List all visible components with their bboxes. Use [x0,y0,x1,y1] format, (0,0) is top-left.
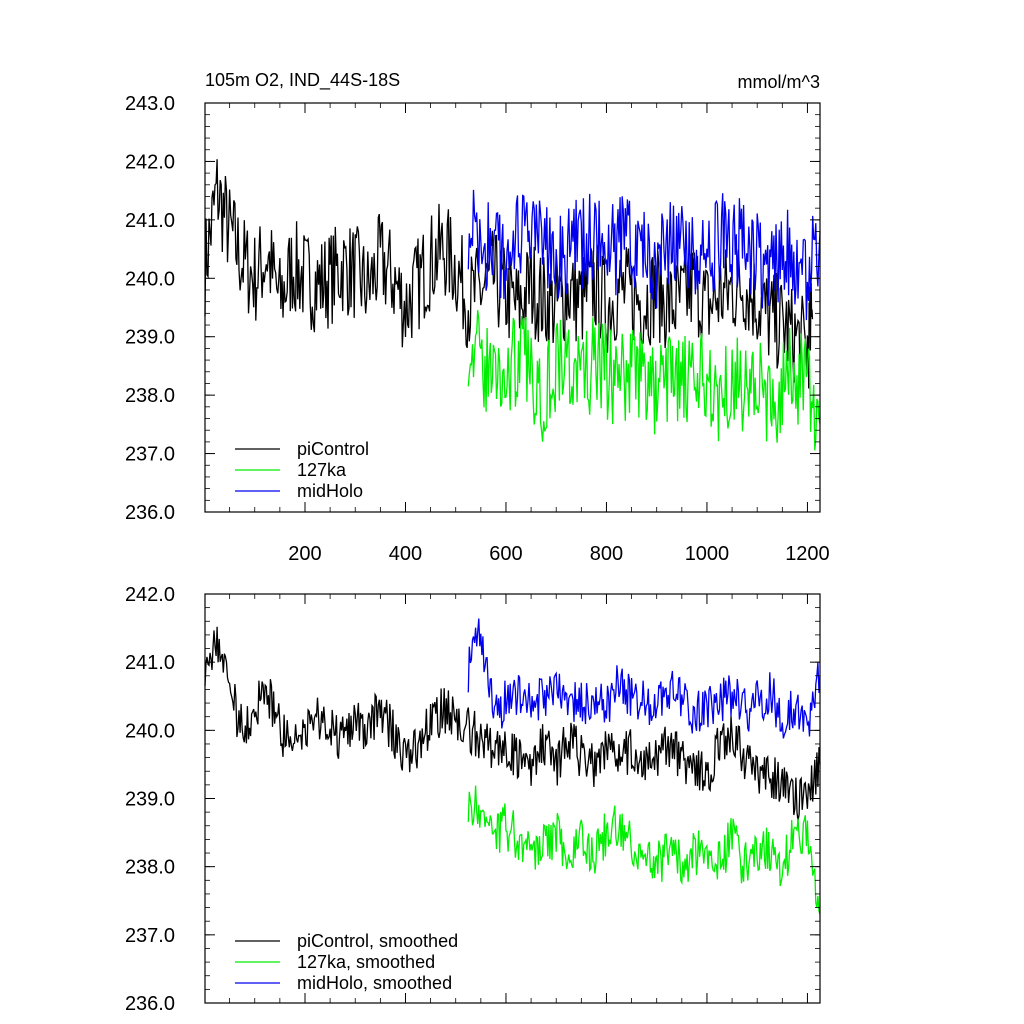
top-y-tick-label: 242.0 [125,151,175,173]
top-legend-label: piControl [297,439,369,459]
top-x-tick-label: 200 [288,543,321,565]
bottom-chart-panel: 236.0 237.0 238.0 239.0 240.0 241.0 242.0 piCo… [125,584,821,1015]
top-legend-label: midHolo [297,481,363,501]
top-series-line-picontrol [204,159,814,389]
top-series-line-127ka [467,310,821,451]
top-chart-panel: 105m O2, IND_44S-18S mmol/m^3 236.0 237.0… [125,70,830,565]
top-y-tick-label: 243.0 [125,93,175,115]
top-series-line-midholo [467,189,821,321]
bottom-series-group [204,618,821,915]
top-plot-frame [204,102,821,513]
top-axis-ticks: 236.0 237.0 238.0 239.0 240.0 241.0 242.0 243.0… [125,93,830,565]
top-series-group [204,159,821,451]
bottom-y-tick-label: 241.0 [125,652,175,674]
top-x-tick-label: 400 [389,543,422,565]
top-legend-label: 127ka [297,460,347,480]
bottom-axis-ticks: 236.0 237.0 238.0 239.0 240.0 241.0 242.0 [125,584,820,1015]
top-y-tick-label: 240.0 [125,268,175,290]
bottom-legend-label: 127ka, smoothed [297,952,435,972]
top-x-tick-label: 1200 [785,543,830,565]
bottom-y-tick-label: 242.0 [125,584,175,606]
bottom-legend-label: piControl, smoothed [297,931,458,951]
top-y-tick-label: 236.0 [125,502,175,524]
bottom-series-line-midholo-smoothed [467,618,821,739]
bottom-y-tick-label: 237.0 [125,925,175,947]
bottom-y-tick-label: 236.0 [125,993,175,1015]
bottom-y-tick-label: 238.0 [125,857,175,879]
top-y-tick-label: 238.0 [125,385,175,407]
top-y-tick-label: 241.0 [125,210,175,232]
bottom-series-line-127ka-smoothed [467,785,821,915]
top-y-tick-label: 237.0 [125,444,175,466]
top-x-tick-label: 1000 [685,543,730,565]
bottom-y-tick-label: 239.0 [125,789,175,811]
top-chart-title: 105m O2, IND_44S-18S [205,70,400,91]
top-chart-units: mmol/m^3 [738,72,820,92]
top-x-tick-label: 800 [590,543,623,565]
bottom-series-line-picontrol-smoothed [204,626,821,821]
bottom-y-tick-label: 240.0 [125,720,175,742]
bottom-legend-label: midHolo, smoothed [297,973,452,993]
top-y-tick-label: 239.0 [125,327,175,349]
top-x-tick-label: 600 [489,543,522,565]
